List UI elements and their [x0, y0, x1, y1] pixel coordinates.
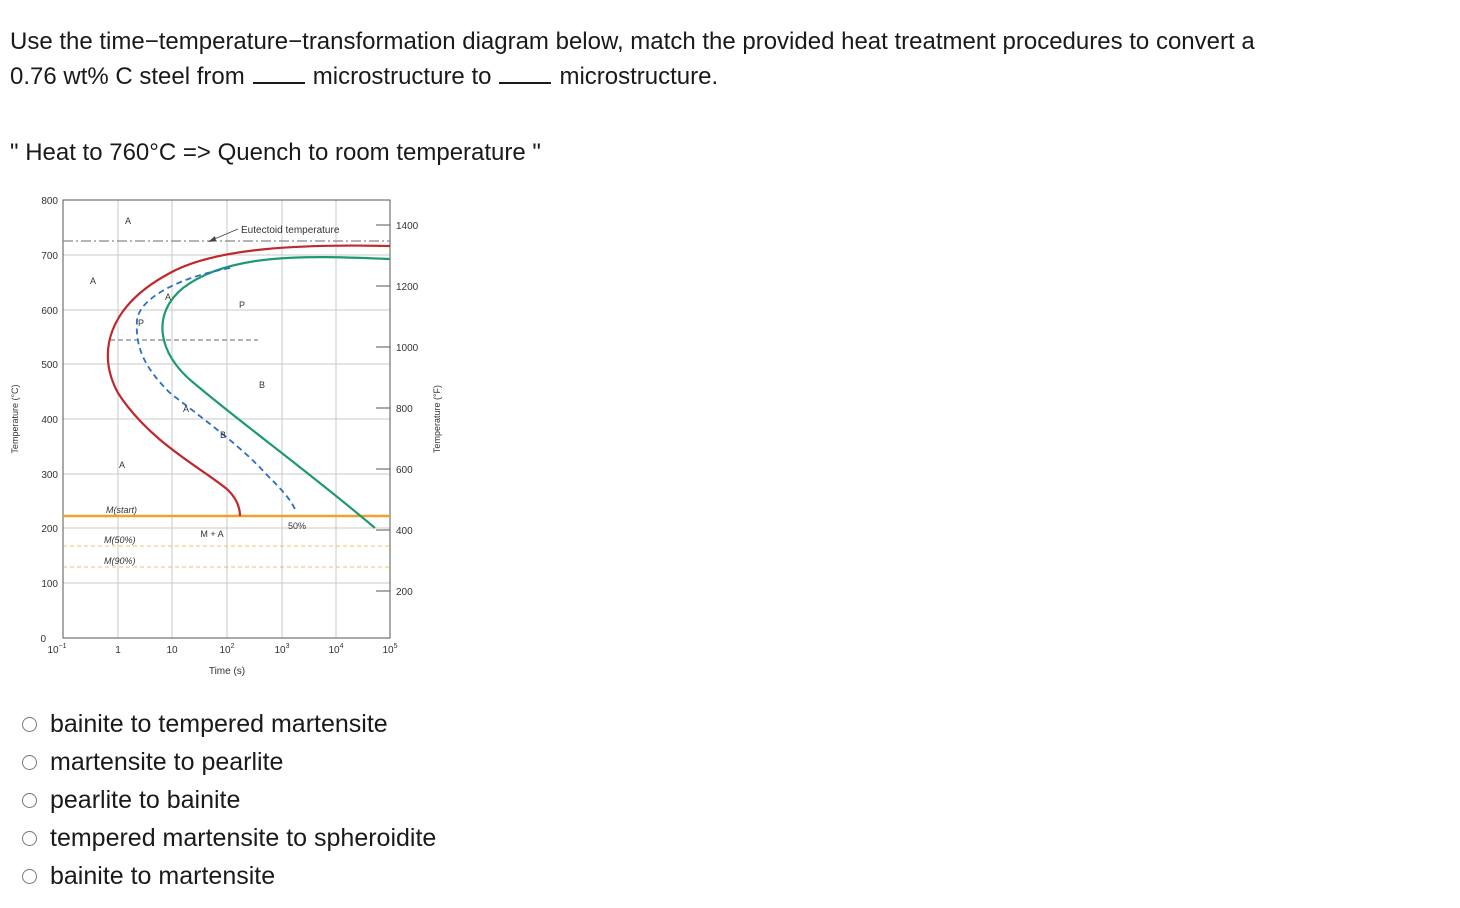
question-text-line1: Use the time−temperature−transformation … — [10, 28, 1255, 55]
label-path-p: P — [138, 318, 144, 328]
f-tick-600: 600 — [396, 465, 413, 476]
x-tick-1e5: 105 — [382, 643, 397, 656]
option-martensite-to-pearlite[interactable]: martensite to pearlite — [22, 743, 436, 781]
transformation-start-curve — [106, 244, 391, 517]
option-tempered-martensite-to-spheroidite[interactable]: tempered martensite to spheroidite — [22, 819, 436, 857]
label-m50: M(50%) — [104, 535, 136, 545]
radio-button[interactable] — [22, 868, 37, 884]
x-tick-1e3: 103 — [274, 643, 289, 656]
question-text-to: microstructure to — [312, 63, 492, 90]
option-bainite-to-martensite[interactable]: bainite to martensite — [22, 857, 436, 895]
radio-button[interactable] — [22, 830, 37, 846]
x-tick-1: 1 — [115, 645, 121, 656]
left-axis: 800 700 600 500 400 300 200 100 0 — [40, 196, 58, 645]
ttt-diagram: 800 700 600 500 400 300 200 100 0 Temper… — [10, 196, 442, 677]
radio-button[interactable] — [22, 716, 37, 732]
label-m90: M(90%) — [104, 556, 136, 566]
label-path-a1: A — [165, 292, 171, 302]
x-tick-10: 10 — [166, 645, 178, 656]
question-text-end: microstructure. — [559, 63, 719, 90]
f-tick-1400: 1400 — [396, 221, 419, 232]
y-tick-700: 700 — [41, 251, 58, 262]
question-text-line2: 0.76 wt% C steel from microstructure to mi… — [10, 62, 718, 92]
y-tick-0: 0 — [40, 634, 46, 645]
y-tick-200: 200 — [41, 524, 58, 535]
option-label: tempered martensite to spheroidite — [50, 823, 437, 852]
y-tick-300: 300 — [41, 470, 58, 481]
y-tick-800: 800 — [41, 196, 58, 207]
f-tick-200: 200 — [396, 587, 413, 598]
eutectoid-pointer — [211, 228, 239, 241]
f-tick-1000: 1000 — [396, 343, 419, 354]
y-axis-label-fahrenheit: Temperature (°F) — [432, 385, 442, 453]
option-pearlite-to-bainite[interactable]: pearlite to bainite — [22, 781, 436, 819]
label-bainite: B — [259, 380, 265, 390]
cooling-path — [135, 267, 297, 513]
option-label: bainite to tempered martensite — [50, 709, 388, 738]
f-tick-1200: 1200 — [396, 282, 419, 293]
label-austenite-bottom: A — [119, 460, 125, 470]
blank-to — [499, 62, 552, 84]
radio-button[interactable] — [22, 754, 37, 770]
label-path-b: B — [220, 430, 226, 440]
eutectoid-label: Eutectoid temperature — [241, 225, 340, 236]
option-label: bainite to martensite — [50, 861, 276, 890]
plot-frame — [62, 199, 391, 639]
x-tick-1e2: 102 — [219, 643, 234, 656]
y-tick-600: 600 — [41, 306, 58, 317]
x-tick-1e4: 104 — [328, 643, 343, 656]
label-path-a2: A — [183, 404, 189, 414]
f-tick-400: 400 — [396, 526, 413, 537]
y-axis-label-celsius: Temperature (°C) — [10, 384, 20, 453]
answer-options: bainite to tempered martensite martensit… — [22, 705, 436, 895]
y-tick-500: 500 — [41, 360, 58, 371]
y-tick-100: 100 — [41, 579, 58, 590]
label-mstart: M(start) — [106, 505, 137, 515]
f-tick-800: 800 — [396, 404, 413, 415]
label-fifty-percent: 50% — [288, 521, 306, 531]
procedure-text: " Heat to 760°C => Quench to room temper… — [10, 139, 541, 166]
label-austenite-top: A — [125, 216, 131, 226]
blank-from — [252, 62, 305, 84]
label-austenite-left: A — [90, 276, 96, 286]
option-label: martensite to pearlite — [50, 747, 284, 776]
radio-button[interactable] — [22, 792, 37, 808]
x-tick-1e-1: 10−1 — [47, 643, 66, 656]
option-label: pearlite to bainite — [50, 785, 241, 814]
transformation-finish-curve — [161, 256, 391, 529]
eutectoid-arrowhead — [208, 236, 216, 242]
option-bainite-to-tempered-martensite[interactable]: bainite to tempered martensite — [22, 705, 436, 743]
grid-lines — [63, 200, 390, 638]
label-martensite-austenite: M + A — [200, 529, 223, 539]
question-text-from: 0.76 wt% C steel from — [10, 63, 245, 90]
y-tick-400: 400 — [41, 415, 58, 426]
x-axis-label: Time (s) — [209, 666, 245, 677]
right-axis — [376, 224, 390, 592]
label-pearlite: P — [239, 300, 245, 310]
